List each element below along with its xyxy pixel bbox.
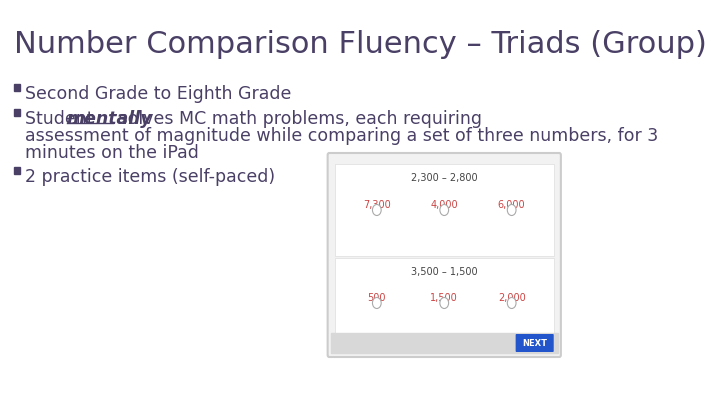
- Bar: [14, 109, 20, 116]
- FancyBboxPatch shape: [335, 258, 554, 348]
- Circle shape: [372, 205, 381, 215]
- Text: 2,300 – 2,800: 2,300 – 2,800: [411, 173, 477, 183]
- Text: 2 practice items (self-paced): 2 practice items (self-paced): [25, 168, 276, 186]
- FancyBboxPatch shape: [335, 164, 554, 256]
- Text: solves MC math problems, each requiring: solves MC math problems, each requiring: [112, 110, 482, 128]
- Text: 7,300: 7,300: [363, 200, 391, 210]
- Text: Student: Student: [25, 110, 99, 128]
- Circle shape: [508, 298, 516, 309]
- FancyBboxPatch shape: [516, 334, 554, 352]
- Circle shape: [508, 205, 516, 215]
- Bar: [14, 84, 20, 91]
- Text: 3,500 – 1,500: 3,500 – 1,500: [411, 267, 477, 277]
- FancyBboxPatch shape: [328, 153, 561, 357]
- Text: 500: 500: [368, 293, 386, 303]
- Circle shape: [372, 298, 381, 309]
- Text: Second Grade to Eighth Grade: Second Grade to Eighth Grade: [25, 85, 292, 103]
- Text: mentally: mentally: [67, 110, 152, 128]
- Text: Number Comparison Fluency – Triads (Group): Number Comparison Fluency – Triads (Grou…: [14, 30, 707, 59]
- Text: minutes on the iPad: minutes on the iPad: [25, 144, 199, 162]
- Circle shape: [440, 205, 449, 215]
- Text: NEXT: NEXT: [522, 339, 547, 347]
- Text: 6,000: 6,000: [498, 200, 526, 210]
- Text: 2,000: 2,000: [498, 293, 526, 303]
- Text: assessment of magnitude while comparing a set of three numbers, for 3: assessment of magnitude while comparing …: [25, 127, 659, 145]
- Bar: [14, 167, 20, 174]
- Text: 4,000: 4,000: [431, 200, 458, 210]
- Text: 1,500: 1,500: [431, 293, 458, 303]
- Circle shape: [440, 298, 449, 309]
- Bar: [330, 333, 558, 353]
